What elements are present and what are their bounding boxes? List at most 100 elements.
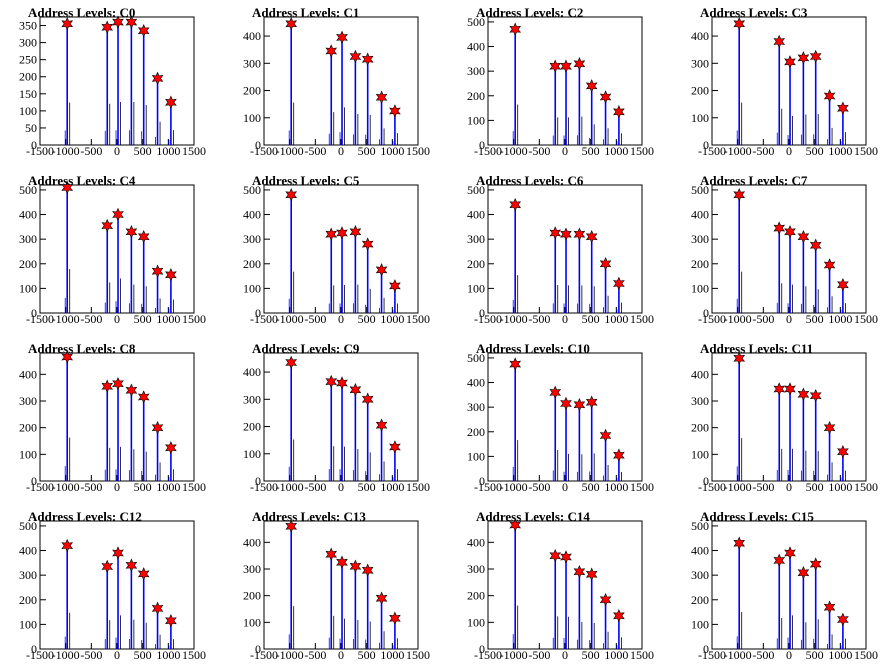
peak-marker [509, 518, 522, 532]
x-tick-label: 1500 [406, 144, 430, 158]
x-tick-label: -1500 [698, 648, 726, 662]
y-tick-label: 300 [467, 562, 485, 576]
chart-svg: 0 100 200 300 400 500 -1500-1000 -500 0 500 1000 15… [691, 519, 878, 662]
peak-marker [809, 238, 822, 253]
peak-marker [549, 226, 562, 240]
y-tick-label: 200 [691, 257, 709, 271]
y-tick-label: 0 [255, 642, 261, 656]
y-tick-label: 200 [19, 70, 37, 84]
y-tick-label: 300 [467, 232, 485, 246]
x-tick-label: -1500 [250, 312, 278, 326]
y-tick-label: 400 [691, 29, 709, 43]
y-tick-label: 300 [467, 400, 485, 414]
chart-title: Address Levels: C10 [476, 341, 590, 356]
peak-marker [613, 608, 625, 623]
x-tick-label: 1500 [406, 480, 430, 494]
x-tick-label: -1500 [474, 144, 502, 158]
x-tick-label: -1500 [250, 144, 278, 158]
y-tick-label: 0 [479, 474, 485, 488]
peak-marker [560, 550, 572, 564]
x-tick-label: 500 [582, 144, 600, 158]
x-tick-label: -1500 [250, 648, 278, 662]
x-tick-label: 1000 [604, 144, 628, 158]
x-tick-label: 0 [786, 648, 792, 662]
peak-marker [389, 104, 401, 118]
peak-marker [61, 17, 74, 31]
peak-marker [599, 90, 612, 104]
x-tick-label: 0 [114, 312, 120, 326]
y-tick-label: 400 [19, 544, 37, 558]
x-tick-label: -1500 [250, 480, 278, 494]
peak-marker [733, 536, 746, 550]
chart-title: Address Levels: C8 [28, 341, 136, 356]
y-tick-label: 100 [243, 111, 261, 125]
y-tick-label: 100 [243, 615, 261, 629]
y-tick-label: 200 [19, 257, 37, 271]
y-tick-label: 100 [467, 281, 485, 295]
y-tick-label: 0 [703, 474, 709, 488]
chart-panel: 0 100 200 300 400 500 -1500 -1000 -500 0 500 1000 15… [224, 168, 448, 336]
peak-marker [549, 385, 562, 400]
peak-marker [325, 44, 338, 58]
chart-svg: 0 100 200 300 400 -1500-1000 -500 0 500 1000 1500 [691, 16, 878, 158]
peak-marker [613, 276, 625, 291]
x-tick-label: 1000 [604, 312, 628, 326]
chart-title: Address Levels: C7 [700, 173, 808, 188]
y-tick-label: 500 [691, 519, 709, 533]
peak-marker [784, 225, 796, 239]
x-tick-label: -1000 [276, 648, 304, 662]
x-tick-label: 500 [806, 312, 824, 326]
peak-marker [599, 592, 612, 607]
peak-marker [837, 444, 849, 459]
chart-svg: 0 100 200 300 400 -1500-1000 -500 0 500 1000 1500 [19, 350, 206, 494]
x-tick-label: -1500 [474, 648, 502, 662]
chart-title: Address Levels: C15 [700, 509, 814, 524]
y-tick-label: 300 [243, 392, 261, 406]
y-tick-label: 200 [243, 589, 261, 603]
peak-marker [599, 257, 612, 271]
y-tick-label: 100 [467, 449, 485, 463]
x-tick-label: 1500 [630, 312, 654, 326]
x-tick-label: -1000 [276, 144, 304, 158]
chart-panel: 0 100 200 300 400 -1500 -1000 -500 0 500 1000 1500 A… [672, 336, 896, 504]
chart-svg: 0 50 100 150 200 250 300 350 -1500-1000 -500 0 500 1… [19, 15, 206, 158]
chart-panel: 0 100 200 300 400 -1500 -1000 -500 0 500 1000 1500 A… [0, 336, 224, 504]
y-tick-label: 100 [467, 113, 485, 127]
peak-marker [613, 448, 625, 462]
x-tick-label: -1500 [698, 480, 726, 494]
peak-marker [101, 20, 114, 34]
y-tick-label: 200 [19, 421, 37, 435]
peak-marker [101, 218, 114, 233]
y-tick-label: 0 [255, 474, 261, 488]
peak-marker [349, 49, 362, 64]
chart-title: Address Levels: C3 [700, 5, 808, 20]
chart-svg: 0 100 200 300 400 -1500-1000 -500 0 500 1000 1500 [691, 351, 878, 494]
peak-marker [509, 357, 522, 371]
x-tick-label: -1000 [724, 648, 752, 662]
peak-marker [151, 71, 164, 86]
peak-marker [784, 546, 796, 560]
peak-marker [837, 101, 849, 115]
x-tick-label: -500 [752, 312, 774, 326]
chart-panel: 0 100 200 300 400 -1500 -1000 -500 0 500 1000 1500 A… [224, 504, 448, 672]
y-tick-label: 100 [19, 617, 37, 631]
y-tick-label: 0 [31, 642, 37, 656]
peak-marker [773, 382, 786, 396]
x-tick-label: 1500 [630, 480, 654, 494]
peak-marker [560, 396, 572, 411]
y-tick-label: 400 [243, 29, 261, 43]
peak-marker [585, 395, 598, 409]
y-tick-label: 400 [243, 365, 261, 379]
y-tick-label: 0 [31, 306, 37, 320]
x-tick-label: 1000 [156, 312, 180, 326]
x-tick-label: 0 [114, 480, 120, 494]
y-tick-label: 100 [467, 615, 485, 629]
peak-marker [325, 374, 338, 389]
x-tick-label: -1000 [52, 144, 80, 158]
peak-marker [112, 15, 124, 29]
peak-marker [285, 519, 298, 534]
peak-marker [809, 49, 822, 64]
peak-marker [112, 207, 124, 222]
y-tick-label: 100 [19, 447, 37, 461]
x-tick-label: 1500 [182, 312, 206, 326]
